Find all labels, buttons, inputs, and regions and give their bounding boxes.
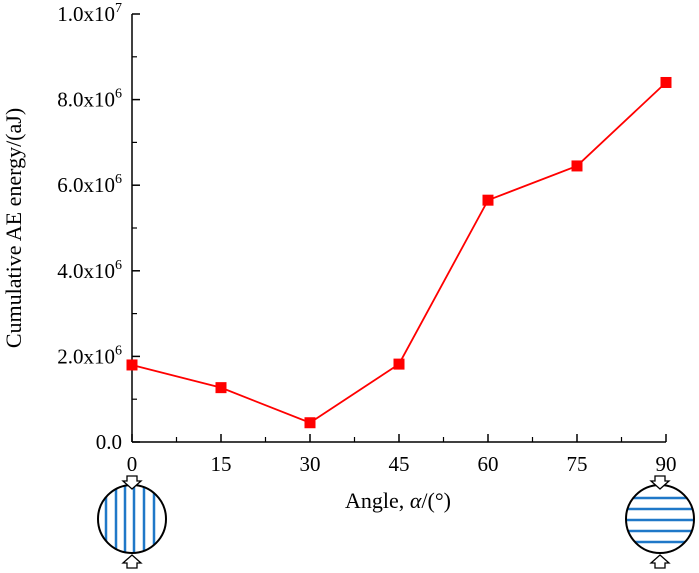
series-line: [131, 81, 667, 424]
load-arrow-bottom-icon: [649, 554, 671, 569]
axes: [131, 14, 666, 443]
y-tick-exponent: 6: [115, 258, 122, 273]
y-tick-label: 4.0x106: [57, 258, 122, 283]
y-tick-mantissa: 4.0x10: [57, 259, 115, 283]
data-point: [660, 76, 672, 88]
y-tick-label: 6.0x106: [57, 172, 122, 197]
specimen-schematic-90deg: [625, 475, 695, 569]
data-point: [571, 160, 583, 172]
y-tick-label: 0.0: [96, 430, 122, 454]
y-tick-exponent: 7: [115, 1, 122, 16]
y-tick-label: 1.0x107: [57, 1, 122, 26]
x-tick-label: 0: [127, 452, 138, 476]
layer-lines-horizontal: [626, 496, 694, 544]
y-tick-exponent: 6: [115, 172, 122, 187]
x-axis-title-text: Angle,: [345, 488, 410, 513]
data-point: [215, 382, 227, 394]
data-point: [126, 359, 138, 371]
x-axis-title-unit: /(°): [421, 488, 451, 513]
y-tick-mantissa: 2.0x10: [57, 344, 115, 368]
x-tick-label: 30: [300, 452, 321, 476]
load-arrow-top-icon: [121, 475, 143, 490]
x-axis-title-symbol: α: [410, 488, 422, 513]
y-tick-label: 8.0x106: [57, 87, 122, 112]
x-axis-title: Angle, α/(°): [345, 488, 451, 513]
specimen-schematic-0deg: [97, 475, 167, 569]
data-series: [126, 76, 672, 429]
load-arrow-bottom-icon: [121, 554, 143, 569]
y-tick-mantissa: 0.0: [96, 430, 122, 454]
y-tick-label: 2.0x106: [57, 343, 122, 368]
load-arrow-top-icon: [649, 475, 671, 490]
x-tick-label: 90: [656, 452, 677, 476]
data-point: [304, 417, 316, 429]
x-tick-label: 75: [567, 452, 588, 476]
data-point: [482, 194, 494, 206]
y-tick-exponent: 6: [115, 343, 122, 358]
x-tick-label: 60: [478, 452, 499, 476]
x-tick-label: 45: [389, 452, 410, 476]
y-tick-mantissa: 8.0x10: [57, 88, 115, 112]
x-tick-label: 15: [211, 452, 232, 476]
x-ticks: 0 15 30 45 60 75 90: [127, 434, 677, 476]
specimen-circle: [97, 484, 167, 554]
data-point: [393, 358, 405, 370]
y-tick-exponent: 6: [115, 87, 122, 102]
y-tick-mantissa: 1.0x10: [57, 2, 115, 26]
y-axis-title: Cumulative AE energy/(aJ): [1, 108, 26, 348]
y-tick-mantissa: 6.0x10: [57, 173, 115, 197]
